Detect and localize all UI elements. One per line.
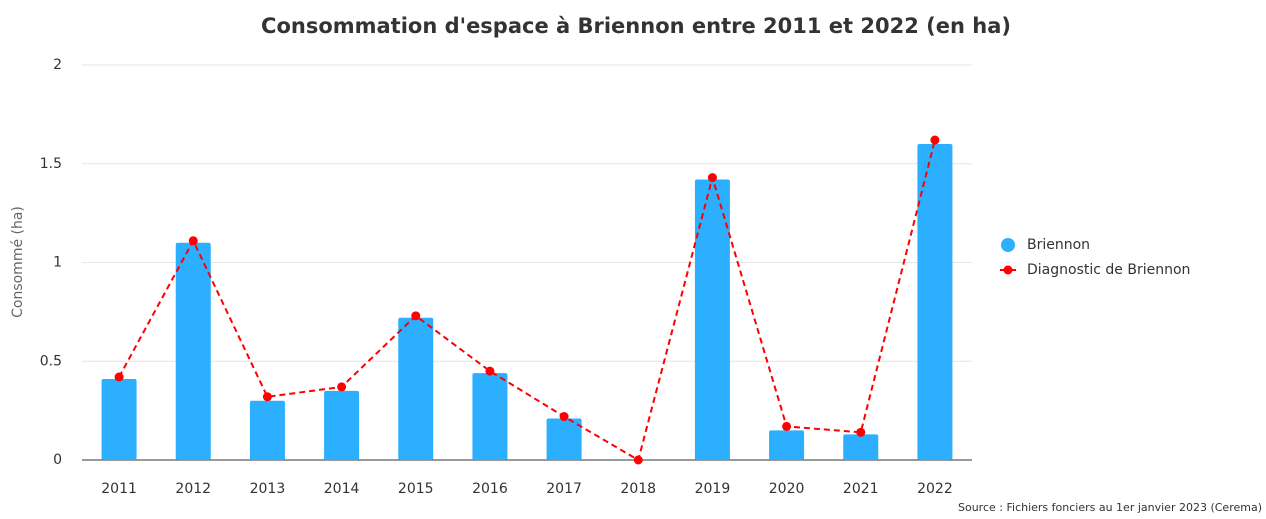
y-tick-label: 2: [53, 57, 62, 73]
x-tick-label: 2016: [472, 481, 508, 497]
y-tick-label: 0.5: [40, 353, 62, 369]
y-tick-label: 1: [53, 255, 62, 271]
line-point: [188, 236, 198, 246]
chart-title: Consommation d'espace à Briennon entre 2…: [261, 14, 1011, 38]
x-tick-label: 2013: [250, 481, 286, 497]
x-tick-label: 2011: [101, 481, 137, 497]
y-tick-label: 0: [53, 452, 62, 468]
line-point: [633, 455, 643, 465]
line-point: [930, 135, 940, 145]
bar: [101, 379, 137, 460]
legend-label: Diagnostic de Briennon: [1027, 262, 1190, 278]
x-tick-label: 2021: [843, 481, 879, 497]
bar: [769, 430, 805, 460]
x-tick-label: 2017: [546, 481, 582, 497]
x-tick-label: 2022: [917, 481, 953, 497]
line-point: [485, 366, 495, 376]
bar: [472, 373, 508, 460]
x-tick-label: 2020: [769, 481, 805, 497]
bar: [324, 390, 360, 460]
x-tick-label: 2018: [620, 481, 656, 497]
legend-label: Briennon: [1027, 237, 1090, 253]
bar: [917, 144, 953, 460]
bar: [175, 242, 211, 460]
y-tick-label: 1.5: [40, 156, 62, 172]
bar: [546, 418, 582, 460]
line-point: [559, 412, 569, 422]
line-point: [707, 173, 717, 183]
x-tick-label: 2015: [398, 481, 434, 497]
x-tick-label: 2014: [324, 481, 360, 497]
line: [118, 139, 936, 462]
line-point: [114, 372, 124, 382]
x-tick-label: 2012: [175, 481, 211, 497]
legend-symbol: [1001, 238, 1015, 252]
legend-symbol: [1003, 265, 1013, 275]
source-note: Source : Fichiers fonciers au 1er janvie…: [958, 501, 1262, 514]
y-axis-title: Consommé (ha): [10, 206, 26, 318]
x-tick-label: 2019: [695, 481, 731, 497]
bar: [694, 179, 730, 461]
bar: [249, 400, 285, 460]
bar: [398, 317, 434, 460]
bar: [843, 434, 879, 460]
line-point: [856, 427, 866, 437]
line-point: [337, 382, 347, 392]
line-point: [782, 421, 792, 431]
line-point: [262, 392, 272, 402]
line-point: [411, 311, 421, 321]
